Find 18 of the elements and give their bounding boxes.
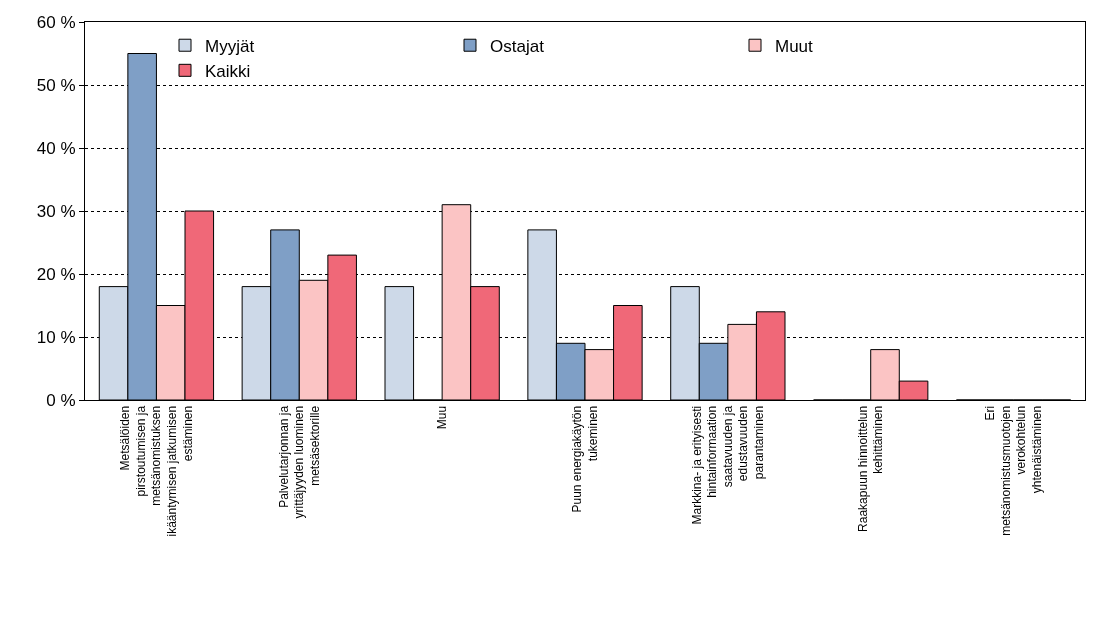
x-tick-label: Markkina- ja erityisesti hintainformaation saatavuuden ja edustavuuden parantaminen	[689, 405, 766, 525]
y-tick-label: 50 %	[36, 75, 76, 95]
y-tick-label: 40 %	[36, 138, 76, 158]
x-tick-label: Eri metsänomistusmuotojen verokohtelun yhtenäistäminen	[983, 405, 1044, 536]
x-tick-label: Palvelutarjonnan ja yrittäjyyden luominen metsäsektorille	[276, 405, 322, 519]
x-tick-label: Puun energiakäytön tukeminen	[570, 405, 600, 513]
legend-label: Ostajat	[490, 36, 545, 56]
x-tick-label: Muu	[435, 405, 450, 430]
legend-label: Kaikki	[205, 61, 251, 81]
x-tick-label: Raakapuun hinnoittelun kehittäminen	[855, 405, 886, 532]
y-tick-label: 60 %	[36, 12, 76, 32]
y-tick-label: 10 %	[36, 327, 76, 347]
legend-label: Myyjät	[205, 36, 255, 56]
x-tick-label: Metsälöiden pirstoutumisen ja metsänomistuksen ikääntymisen jatkumisen estäminen	[118, 405, 195, 537]
y-tick-label: 20 %	[36, 264, 76, 284]
y-tick-label: 30 %	[36, 201, 76, 221]
y-tick-label: 0 %	[46, 390, 76, 410]
legend-label: Muut	[775, 36, 814, 56]
